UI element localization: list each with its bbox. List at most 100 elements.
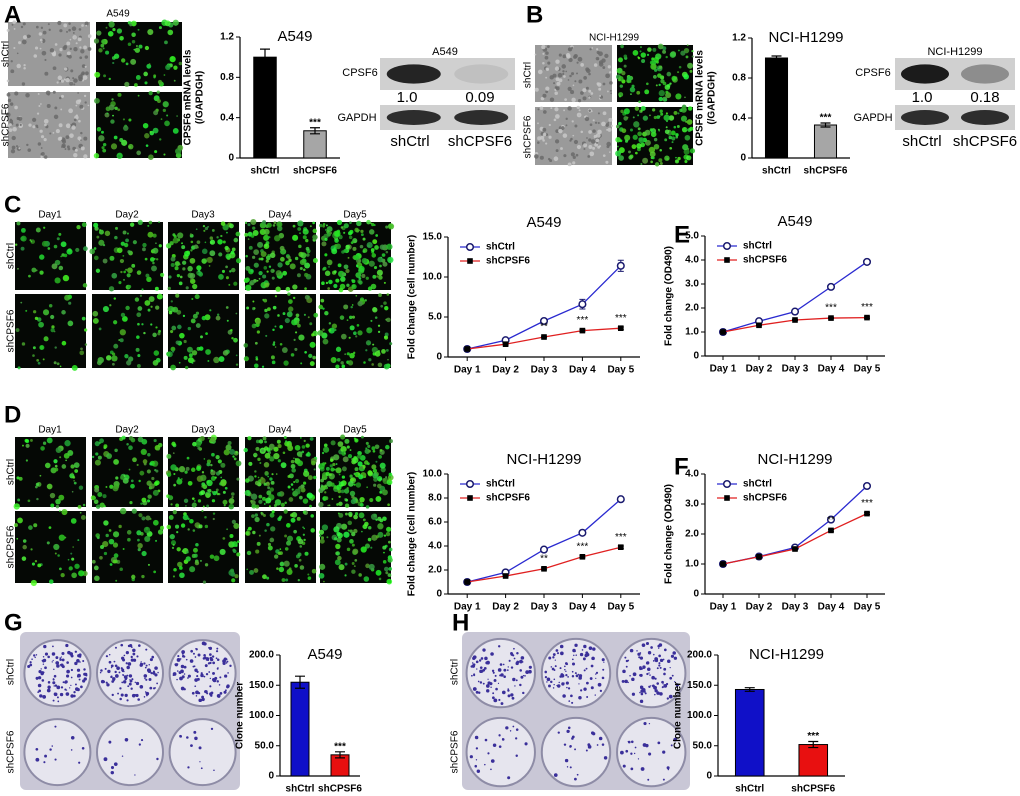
cell	[181, 242, 183, 245]
colony	[574, 643, 578, 647]
cell	[642, 157, 649, 164]
cell	[671, 141, 674, 144]
cell	[130, 58, 137, 65]
colony	[548, 684, 551, 688]
micrograph	[92, 293, 163, 368]
cell	[94, 575, 100, 582]
cell	[236, 552, 241, 557]
cell	[350, 477, 354, 482]
cell	[340, 489, 345, 494]
cell	[97, 455, 102, 460]
well	[23, 639, 92, 708]
colony	[647, 667, 651, 672]
marker	[720, 329, 726, 335]
cell	[98, 48, 103, 53]
cell	[84, 65, 87, 68]
cell	[229, 534, 234, 539]
colony	[145, 678, 148, 681]
colony	[226, 685, 230, 689]
cell	[143, 331, 146, 335]
cell	[93, 247, 97, 250]
cell	[292, 234, 299, 241]
cell	[292, 284, 298, 290]
cell	[284, 318, 290, 324]
cell	[319, 223, 323, 228]
colony	[196, 675, 199, 678]
cell	[203, 229, 206, 232]
cell	[98, 327, 102, 331]
cell	[143, 71, 148, 77]
cell	[349, 229, 354, 234]
cell	[197, 446, 201, 450]
colony	[134, 774, 136, 776]
colony	[203, 654, 206, 657]
cell	[686, 44, 689, 47]
cell	[144, 45, 150, 51]
colony	[657, 741, 661, 745]
cell	[599, 145, 602, 148]
cell	[207, 360, 210, 362]
cell	[129, 23, 133, 27]
colony	[225, 662, 228, 664]
colony	[622, 669, 626, 674]
cell	[75, 42, 78, 45]
cell	[673, 125, 677, 129]
cell	[65, 77, 70, 83]
cell	[137, 28, 140, 31]
cell	[333, 526, 340, 533]
colony	[596, 744, 599, 746]
cell	[269, 487, 275, 492]
cell	[102, 258, 108, 264]
colony	[119, 687, 122, 690]
colony	[53, 668, 55, 671]
lane-label: shCtrl	[902, 133, 941, 150]
cell	[218, 356, 225, 362]
cell	[367, 537, 372, 542]
cell	[117, 108, 121, 112]
cell	[350, 305, 353, 309]
cell	[304, 262, 311, 269]
cell	[364, 299, 367, 302]
cell	[96, 360, 102, 366]
cell	[341, 466, 347, 472]
cell	[592, 146, 596, 150]
colony	[631, 692, 636, 696]
cell	[228, 498, 235, 504]
cell	[302, 228, 309, 235]
cell	[131, 263, 136, 268]
cell	[196, 240, 201, 245]
cell	[155, 469, 159, 473]
cell	[136, 363, 141, 368]
cell	[322, 486, 326, 490]
colony	[557, 684, 561, 688]
cell	[121, 58, 126, 63]
x-tick-label: Day 2	[746, 602, 773, 613]
cell	[54, 277, 61, 284]
cell	[174, 261, 180, 267]
cell	[377, 362, 383, 368]
colony	[491, 669, 495, 672]
colony	[591, 656, 595, 661]
colony	[70, 736, 75, 740]
colony	[629, 648, 634, 653]
cell	[192, 529, 196, 532]
cell	[57, 20, 62, 26]
cell	[549, 97, 555, 102]
cell	[301, 567, 304, 570]
cell	[387, 573, 392, 577]
cell	[374, 316, 378, 319]
cell	[40, 135, 45, 139]
cell	[576, 112, 582, 118]
cell	[375, 495, 382, 502]
colony	[146, 694, 148, 697]
cell	[37, 142, 42, 146]
cell	[103, 444, 108, 449]
cell	[605, 123, 609, 127]
colony	[100, 679, 105, 684]
colony	[218, 696, 220, 699]
cell	[170, 464, 177, 471]
cell	[155, 242, 157, 245]
cell	[52, 90, 56, 94]
cell	[384, 332, 389, 337]
cell	[311, 568, 317, 574]
